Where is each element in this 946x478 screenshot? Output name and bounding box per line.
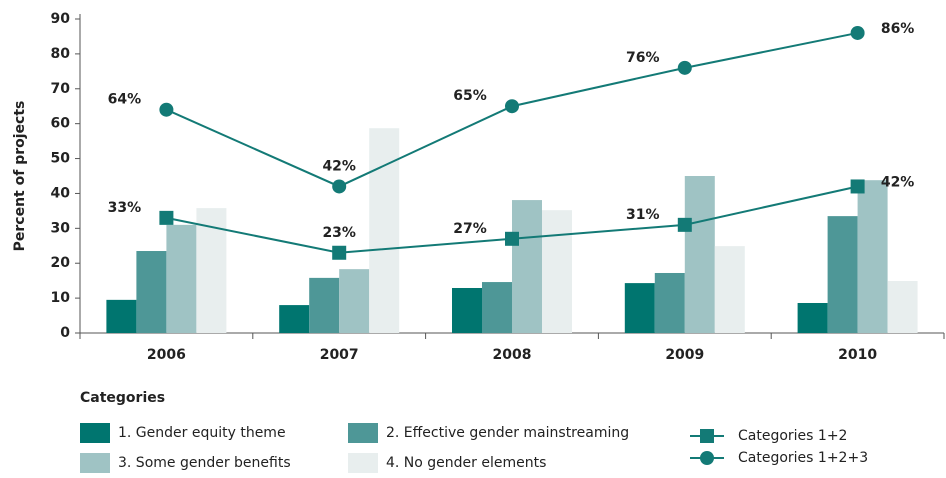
marker <box>332 179 347 194</box>
legend-label: 2. Effective gender mainstreaming <box>386 425 629 441</box>
bar <box>827 216 858 333</box>
marker <box>159 102 174 117</box>
y-tick-label: 80 <box>51 46 71 62</box>
marker <box>332 245 347 260</box>
legend-swatch <box>80 453 110 473</box>
y-tick-label: 20 <box>51 255 71 271</box>
bar <box>452 287 482 333</box>
bar <box>279 305 310 333</box>
legend-swatch <box>80 423 110 443</box>
y-tick-label: 10 <box>51 290 71 306</box>
bar <box>714 246 745 333</box>
legend-label: Categories 1+2 <box>738 428 847 444</box>
bar <box>136 251 167 333</box>
bar <box>512 200 542 333</box>
bar <box>106 299 137 333</box>
bar <box>482 282 512 333</box>
marker <box>159 210 174 225</box>
bar <box>369 128 400 333</box>
legend-marker <box>700 429 714 443</box>
legend-label: 1. Gender equity theme <box>118 425 286 441</box>
marker <box>850 179 865 194</box>
marker <box>677 60 692 75</box>
bar <box>654 272 685 333</box>
bar <box>684 176 715 333</box>
data-label: 33% <box>108 200 142 216</box>
bar <box>797 302 828 333</box>
data-label: 65% <box>453 88 487 104</box>
bar <box>624 283 655 333</box>
marker <box>850 25 865 40</box>
x-tick-label: 2010 <box>838 347 877 363</box>
bar <box>339 269 370 333</box>
legend-label: 4. No gender elements <box>386 455 546 471</box>
marker <box>677 217 692 232</box>
x-tick-label: 2006 <box>147 347 186 363</box>
legend-swatch <box>348 453 378 473</box>
data-label: 76% <box>626 50 660 66</box>
bar <box>542 210 572 333</box>
bar <box>166 224 197 333</box>
y-tick-label: 0 <box>60 325 70 341</box>
bar <box>857 180 888 333</box>
data-label: 64% <box>108 92 142 108</box>
legend-label: 3. Some gender benefits <box>118 455 291 471</box>
marker <box>505 231 519 246</box>
bar <box>309 277 340 333</box>
y-axis-label: Percent of projects <box>12 101 28 252</box>
x-tick-label: 2009 <box>665 347 704 363</box>
y-tick-label: 50 <box>51 151 71 167</box>
legend-swatch <box>348 423 378 443</box>
y-tick-label: 70 <box>51 81 71 97</box>
data-label: 42% <box>322 158 356 174</box>
bar <box>887 281 918 333</box>
x-tick-label: 2007 <box>320 347 359 363</box>
y-tick-label: 40 <box>51 185 71 201</box>
marker <box>505 99 519 114</box>
data-label: 23% <box>322 225 356 241</box>
data-label: 31% <box>626 207 660 223</box>
y-tick-label: 60 <box>51 116 71 132</box>
y-tick-label: 90 <box>51 11 71 27</box>
data-label: 27% <box>453 221 487 237</box>
y-tick-label: 30 <box>51 220 71 236</box>
legend-marker <box>700 451 714 465</box>
x-tick-label: 2008 <box>493 347 532 363</box>
data-label: 42% <box>881 174 915 190</box>
legend-title: Categories <box>80 390 165 406</box>
legend-label: Categories 1+2+3 <box>738 450 868 466</box>
data-label: 86% <box>881 21 915 37</box>
